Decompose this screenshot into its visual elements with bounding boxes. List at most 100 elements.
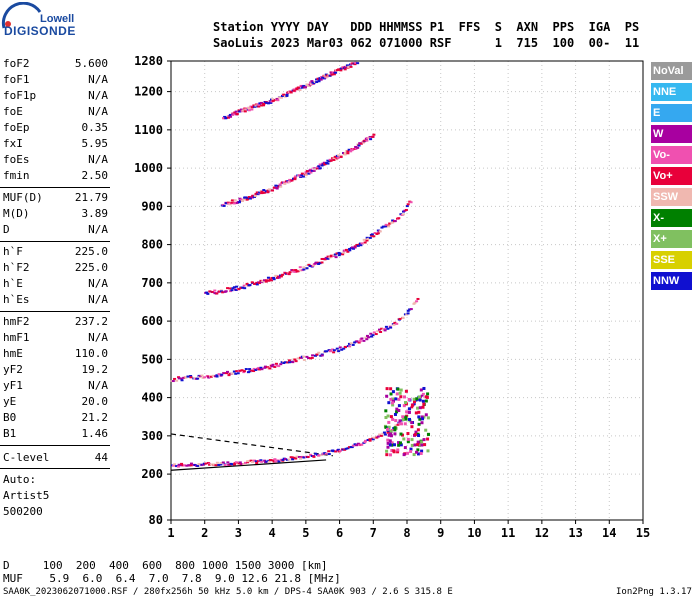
- echo-point: [203, 376, 207, 379]
- legend-item-vo: Vo+: [651, 167, 692, 185]
- echo-point: [258, 282, 262, 285]
- echo-point: [342, 67, 346, 70]
- echo-point: [398, 419, 402, 423]
- echo-point: [313, 168, 317, 171]
- echo-point: [279, 185, 283, 188]
- echo-point: [353, 63, 357, 66]
- echo-point: [224, 202, 228, 205]
- echo-point: [365, 236, 369, 239]
- echo-point: [393, 412, 397, 416]
- echo-point: [343, 68, 347, 71]
- echo-point: [426, 416, 430, 420]
- echo-point: [339, 69, 343, 72]
- echo-point: [252, 367, 256, 370]
- echo-point: [391, 390, 395, 394]
- echo-point: [406, 440, 410, 444]
- legend-item-noval: NoVal: [651, 62, 692, 80]
- echo-point: [389, 415, 393, 419]
- echo-point: [308, 169, 312, 172]
- echo-point: [374, 333, 378, 336]
- echo-point: [287, 273, 291, 276]
- echo-point: [388, 222, 392, 225]
- echo-point: [224, 290, 228, 293]
- echo-point: [279, 275, 283, 278]
- echo-point: [387, 425, 391, 429]
- echo-point: [336, 68, 340, 71]
- echo-point: [275, 187, 279, 190]
- echo-point: [231, 113, 235, 116]
- echo-point: [349, 150, 353, 153]
- digisonde-logo-icon: [1, 2, 42, 29]
- echo-point: [418, 417, 422, 421]
- echo-point: [356, 442, 360, 445]
- echo-point: [362, 238, 366, 241]
- echo-point: [304, 86, 308, 89]
- echo-point: [360, 337, 364, 340]
- param-name: yF1: [3, 379, 23, 392]
- echo-point: [269, 101, 273, 104]
- x-tick-label: 6: [336, 526, 343, 540]
- echo-point: [409, 447, 413, 451]
- x-tick-label: 14: [602, 526, 616, 540]
- y-tick-label: 400: [141, 391, 163, 405]
- echo-point: [340, 348, 344, 351]
- param-value: N/A: [88, 277, 108, 290]
- echo-point: [344, 248, 348, 251]
- echo-point: [266, 366, 270, 369]
- param-name: h`F: [3, 245, 23, 258]
- echo-point: [308, 264, 312, 267]
- echo-point: [346, 150, 350, 153]
- echo-point: [211, 291, 215, 294]
- echo-point: [233, 463, 237, 466]
- echo-point: [292, 270, 296, 273]
- echo-point: [341, 253, 345, 256]
- echo-point: [410, 438, 414, 442]
- echo-point: [399, 388, 403, 392]
- echo-point: [179, 464, 183, 467]
- echo-point: [217, 373, 221, 376]
- echo-point: [335, 252, 339, 255]
- echo-point: [391, 221, 395, 224]
- echo-point: [416, 452, 420, 456]
- echo-point: [391, 219, 395, 222]
- echo-point: [357, 144, 361, 147]
- param-value: 21.79: [74, 191, 108, 204]
- y-tick-label: 500: [141, 352, 163, 366]
- echo-point: [238, 199, 242, 202]
- echo-point: [347, 342, 351, 345]
- echo-point: [332, 73, 336, 76]
- echo-point: [270, 189, 274, 192]
- echo-point: [392, 397, 396, 401]
- echo-point: [417, 434, 421, 438]
- echo-point: [368, 135, 372, 138]
- echo-point: [272, 460, 276, 463]
- echo-point: [242, 370, 246, 373]
- echo-point: [412, 397, 416, 401]
- echo-point: [348, 249, 352, 252]
- echo-point: [304, 171, 308, 174]
- echo-point: [350, 149, 354, 152]
- echo-point: [398, 317, 402, 320]
- echo-point: [352, 247, 356, 250]
- logo-lowell: Lowell: [40, 13, 75, 25]
- echo-point: [419, 388, 423, 392]
- echo-point: [396, 423, 400, 426]
- footer-file-info: SAA0K_2023062071000.RSF / 280fx256h 50 k…: [3, 587, 453, 597]
- echo-point: [421, 392, 425, 395]
- echo-point: [260, 190, 264, 193]
- echo-point: [338, 449, 342, 452]
- echo-point: [312, 455, 316, 458]
- echo-point: [265, 460, 269, 463]
- echo-point: [228, 113, 232, 116]
- echo-point: [255, 191, 259, 194]
- echo-point: [274, 274, 278, 277]
- echo-point: [266, 276, 270, 279]
- echo-point: [228, 287, 232, 290]
- echo-point: [410, 406, 414, 409]
- echo-point: [358, 242, 362, 245]
- echo-point: [257, 366, 261, 369]
- echo-point: [405, 414, 409, 417]
- echo-point: [349, 342, 353, 345]
- x-tick-label: 2: [201, 526, 208, 540]
- param-value: 20.0: [81, 395, 109, 408]
